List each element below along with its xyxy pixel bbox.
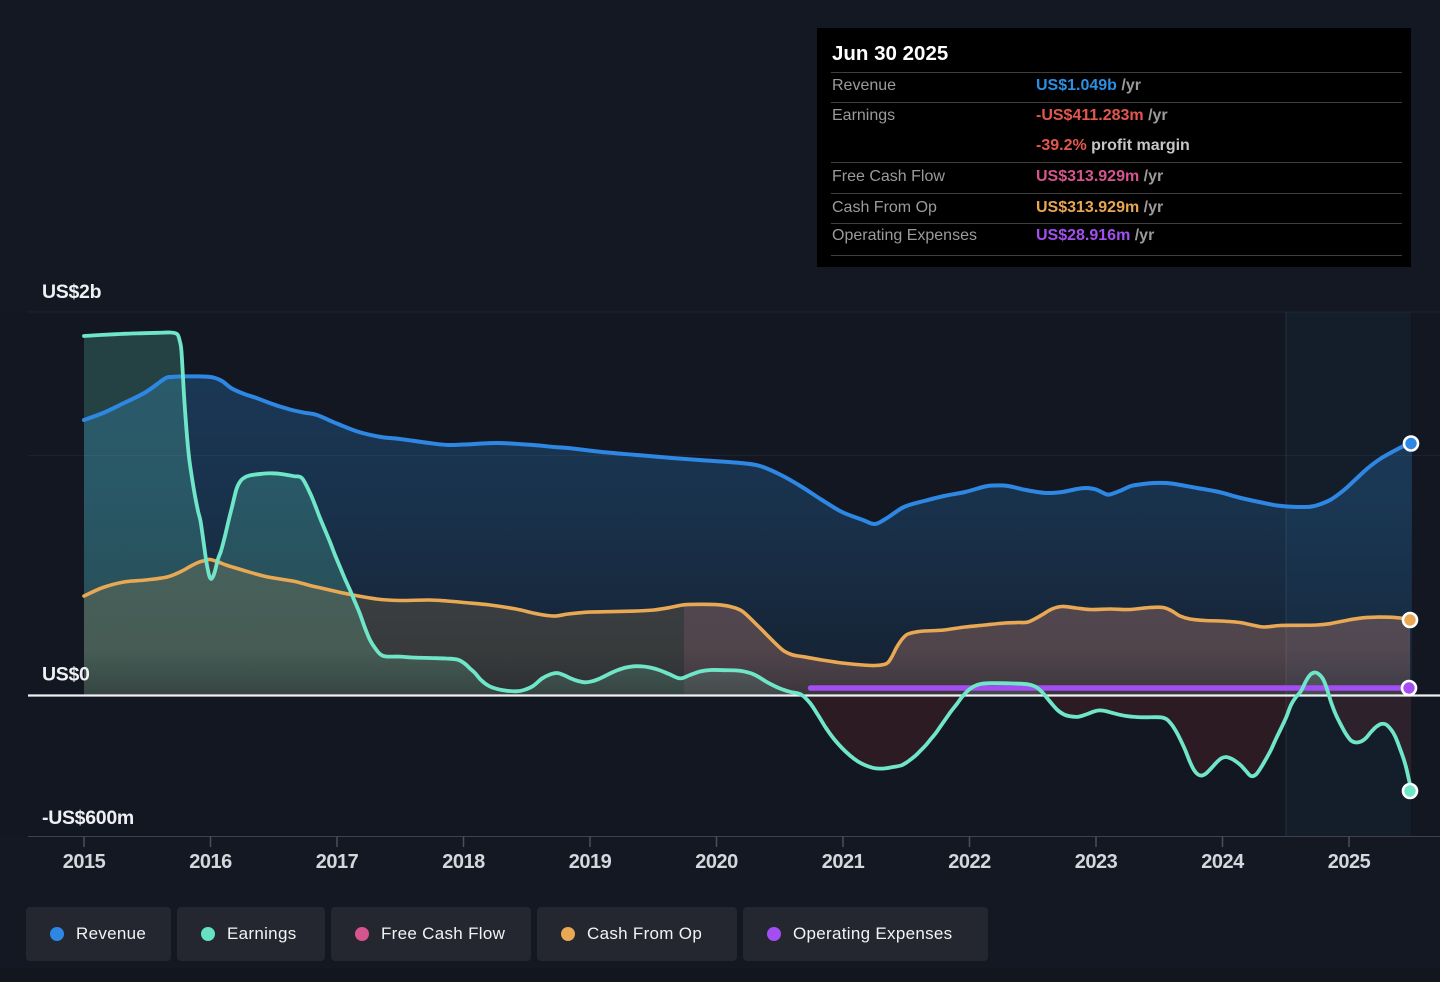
svg-text:2017: 2017 — [316, 851, 359, 873]
svg-text:2018: 2018 — [442, 851, 485, 873]
svg-text:2015: 2015 — [63, 851, 106, 873]
svg-text:US$0: US$0 — [42, 664, 90, 686]
svg-text:2016: 2016 — [189, 851, 232, 873]
svg-text:2024: 2024 — [1201, 851, 1245, 873]
svg-text:2020: 2020 — [695, 851, 738, 873]
svg-text:2022: 2022 — [948, 851, 991, 873]
svg-text:-US$600m: -US$600m — [42, 807, 134, 829]
svg-text:2019: 2019 — [569, 851, 612, 873]
svg-text:US$2b: US$2b — [42, 281, 102, 303]
svg-text:2025: 2025 — [1328, 851, 1371, 873]
svg-text:2021: 2021 — [822, 851, 865, 873]
svg-text:2023: 2023 — [1075, 851, 1118, 873]
